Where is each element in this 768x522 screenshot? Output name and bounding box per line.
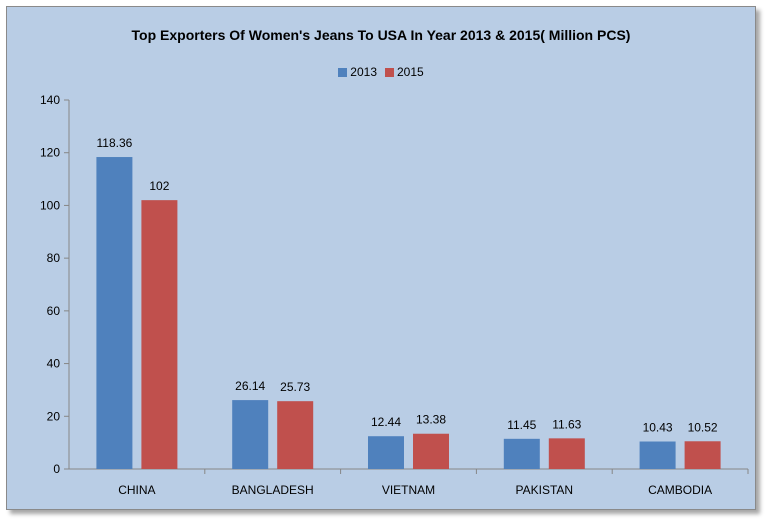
y-tick-label: 140 xyxy=(40,93,60,107)
y-tick-label: 120 xyxy=(40,146,60,160)
y-tick-label: 60 xyxy=(47,304,61,318)
data-label: 10.43 xyxy=(643,421,673,435)
y-tick-label: 80 xyxy=(47,251,61,265)
data-label: 11.45 xyxy=(507,418,536,432)
chart-title: Top Exporters Of Women's Jeans To USA In… xyxy=(131,27,631,43)
legend-label-2015: 2015 xyxy=(397,65,424,79)
bar-2015 xyxy=(141,200,178,469)
legend-swatch-2015 xyxy=(385,67,394,77)
y-tick-label: 20 xyxy=(47,409,61,423)
category-label: CAMBODIA xyxy=(648,483,712,497)
chart-legend: 2013 2015 xyxy=(7,65,755,79)
category-label: PAKISTAN xyxy=(516,483,574,497)
legend-swatch-2013 xyxy=(338,67,348,77)
data-label: 13.38 xyxy=(416,413,446,427)
data-label: 118.36 xyxy=(96,136,132,150)
legend-item-2013: 2013 xyxy=(338,65,377,79)
category-label: BANGLADESH xyxy=(232,483,314,497)
chart-frame: Top Exporters Of Women's Jeans To USA In… xyxy=(6,6,756,510)
data-label: 26.14 xyxy=(235,379,265,393)
bar-2013 xyxy=(232,400,269,469)
data-label: 12.44 xyxy=(371,415,401,429)
bar-2015 xyxy=(413,433,449,469)
bar-2015 xyxy=(277,401,314,469)
data-label: 10.52 xyxy=(688,420,718,434)
legend-label-2013: 2013 xyxy=(350,65,377,79)
category-label: CHINA xyxy=(118,483,155,497)
bar-2013 xyxy=(368,436,404,469)
bar-2013 xyxy=(503,438,540,469)
data-label: 102 xyxy=(149,179,169,193)
data-label: 25.73 xyxy=(280,380,310,394)
y-tick-label: 100 xyxy=(40,198,60,212)
legend-item-2015: 2015 xyxy=(385,65,424,79)
y-tick-label: 0 xyxy=(53,462,60,476)
bar-2013 xyxy=(639,441,676,469)
data-label: 11.63 xyxy=(552,417,581,431)
bar-2015 xyxy=(548,438,585,469)
bar-2013 xyxy=(96,157,133,469)
bar-2015 xyxy=(684,441,721,469)
bar-chart: 0 20 40 60 80 100 120 140 CHINA 118.36 102 BANGLADE… xyxy=(40,93,749,497)
category-label: VIETNAM xyxy=(382,483,435,497)
y-tick-label: 40 xyxy=(47,357,61,371)
